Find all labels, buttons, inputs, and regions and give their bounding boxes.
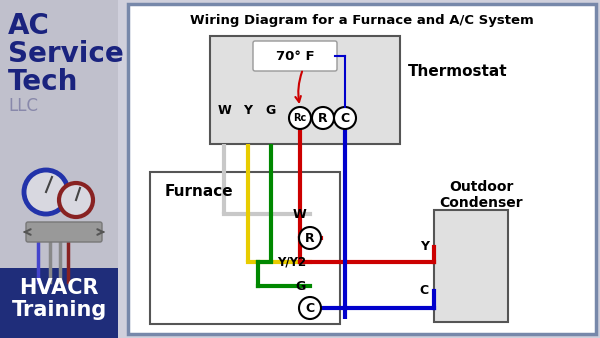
Text: C: C xyxy=(305,301,314,314)
Circle shape xyxy=(299,297,321,319)
Text: Training: Training xyxy=(11,300,107,320)
Circle shape xyxy=(312,107,334,129)
Text: Wiring Diagram for a Furnace and A/C System: Wiring Diagram for a Furnace and A/C Sys… xyxy=(190,14,534,27)
Text: LLC: LLC xyxy=(8,97,38,115)
Text: R: R xyxy=(305,232,315,244)
Text: G: G xyxy=(266,104,276,117)
Bar xyxy=(434,210,508,322)
Circle shape xyxy=(334,107,356,129)
FancyBboxPatch shape xyxy=(128,4,596,334)
FancyBboxPatch shape xyxy=(253,41,337,71)
Text: HVACR: HVACR xyxy=(19,278,99,298)
Circle shape xyxy=(289,107,311,129)
Bar xyxy=(150,172,340,324)
Text: AC: AC xyxy=(8,12,50,40)
Text: Tech: Tech xyxy=(8,68,79,96)
Circle shape xyxy=(24,170,68,214)
Text: Outdoor
Condenser: Outdoor Condenser xyxy=(439,180,523,210)
Bar xyxy=(0,268,118,338)
Text: Y: Y xyxy=(420,240,429,254)
Text: C: C xyxy=(420,284,429,297)
Text: Y: Y xyxy=(244,104,253,117)
Bar xyxy=(210,36,400,144)
Text: R: R xyxy=(318,112,328,124)
Text: G: G xyxy=(296,280,306,292)
Text: 70° F: 70° F xyxy=(275,49,314,63)
Text: Furnace: Furnace xyxy=(165,184,233,199)
Circle shape xyxy=(299,227,321,249)
Text: Rc: Rc xyxy=(293,113,307,123)
Text: C: C xyxy=(340,112,350,124)
Circle shape xyxy=(59,183,93,217)
Text: Thermostat: Thermostat xyxy=(408,64,508,79)
Text: W: W xyxy=(292,208,306,220)
FancyBboxPatch shape xyxy=(26,222,102,242)
Text: W: W xyxy=(217,104,231,117)
Bar xyxy=(0,0,118,338)
Text: Service: Service xyxy=(8,40,124,68)
Text: Y/Y2: Y/Y2 xyxy=(277,256,306,268)
